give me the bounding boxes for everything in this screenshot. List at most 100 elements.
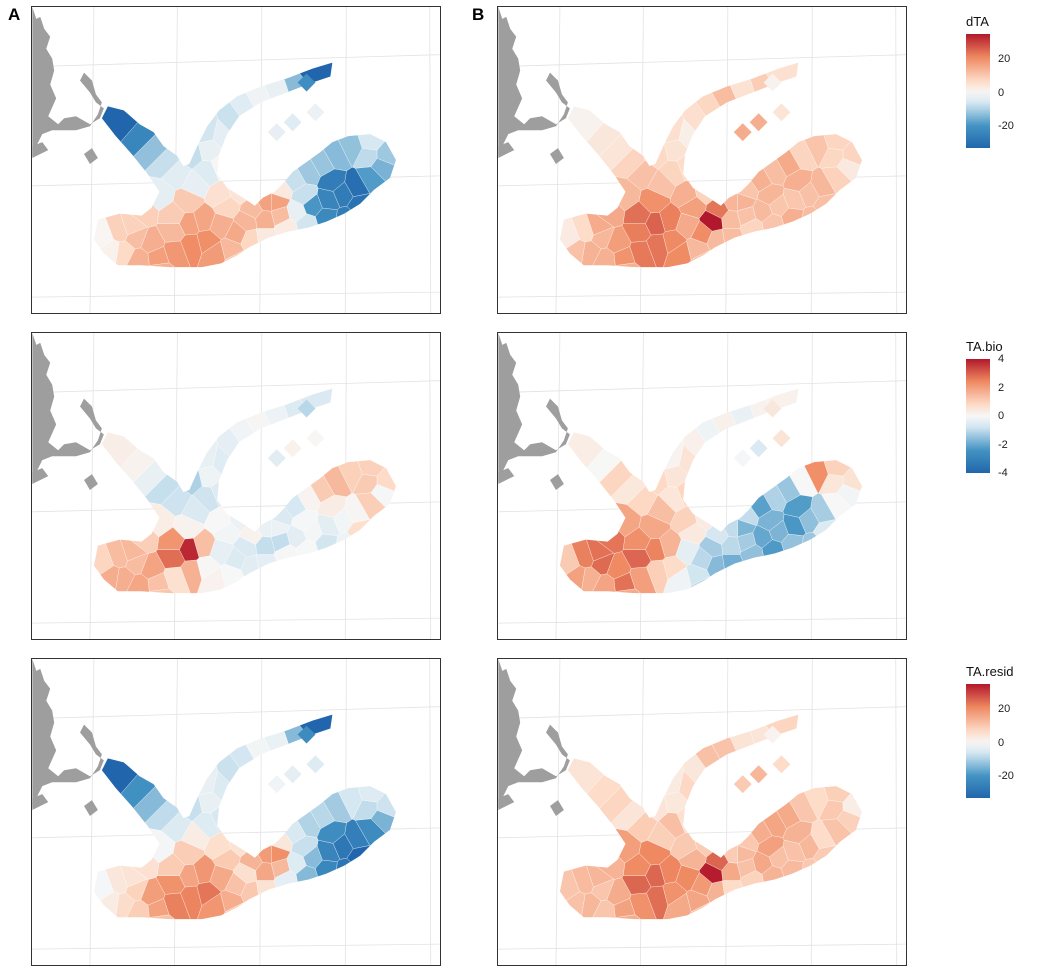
value-cell <box>315 207 338 268</box>
value-cell <box>256 880 313 920</box>
graticule-line <box>895 659 898 965</box>
column-label-b: B <box>472 5 485 24</box>
land-mask <box>32 659 104 816</box>
offshore-cell <box>283 765 302 784</box>
legend-tick <box>990 473 994 474</box>
legend-ta-bio: TA.bio 4 2 0 -2 -4 <box>966 339 1008 479</box>
value-cell <box>559 891 586 920</box>
graticule-line <box>725 333 729 639</box>
value-cell <box>156 526 185 550</box>
land-mask <box>498 659 570 816</box>
graticule <box>32 7 440 313</box>
legend-colorbar-ta-bio <box>966 359 990 473</box>
value-cell <box>724 478 760 526</box>
value-cell <box>370 809 396 876</box>
value-cell <box>559 239 586 268</box>
value-cell <box>842 403 862 510</box>
value-cell <box>722 554 779 594</box>
offshore-cell <box>733 775 752 794</box>
value-cell <box>120 914 204 920</box>
legend-tick <box>990 776 994 778</box>
value-cell <box>93 891 120 920</box>
coastline-land <box>549 474 564 490</box>
coastline-land <box>83 800 98 816</box>
graticule-line <box>725 659 729 965</box>
offshore-cell <box>267 123 286 142</box>
value-cell <box>761 865 802 920</box>
value-cell <box>271 193 291 211</box>
coastline-land <box>498 794 515 811</box>
value-cell <box>737 193 757 211</box>
coastline-land <box>83 474 98 490</box>
value-cell <box>586 588 670 594</box>
value-cell <box>842 729 862 836</box>
value-cell <box>120 588 204 594</box>
value-cell <box>559 565 586 594</box>
value-cell <box>622 200 651 224</box>
map-panel-ta-bio-b <box>497 332 907 640</box>
value-cell <box>156 200 185 224</box>
map-panel-ta-bio-a <box>31 332 441 640</box>
offshore-cell <box>772 103 791 122</box>
value-cell <box>724 804 760 852</box>
value-cell <box>813 714 862 803</box>
value-cell <box>836 157 862 224</box>
value-cell <box>271 845 291 863</box>
value-cell <box>256 554 313 594</box>
coastline-land <box>498 7 570 157</box>
graticule-line <box>498 706 906 720</box>
legend-title-ta-bio: TA.bio <box>966 339 1003 354</box>
offshore-cell <box>749 439 768 458</box>
value-cell <box>376 729 396 836</box>
value-cell <box>295 865 336 920</box>
value-cell <box>836 483 862 550</box>
legend-ta-resid: TA.resid 20 0 -20 <box>966 664 1014 800</box>
graticule-line <box>498 943 906 950</box>
value-cell <box>346 519 396 594</box>
graticule-line <box>498 54 906 68</box>
value-cell <box>347 62 396 151</box>
legend-tick <box>990 742 994 744</box>
land-mask <box>498 333 570 490</box>
column-label-a: A <box>8 5 21 24</box>
graticule-line <box>429 659 432 965</box>
value-cell <box>347 714 396 803</box>
graticule-line <box>259 7 263 313</box>
land-mask <box>32 333 104 490</box>
coastline-land <box>549 148 564 164</box>
coastline-land <box>498 142 515 159</box>
coastline-land <box>32 7 104 157</box>
coastline-land <box>498 333 570 483</box>
coastline-land <box>32 659 104 809</box>
value-cell <box>376 77 396 184</box>
value-cell <box>797 206 862 268</box>
value-cell <box>797 858 862 920</box>
legend-tick-label: 4 <box>998 353 1005 365</box>
value-cell <box>346 193 396 268</box>
legend-tick <box>990 126 994 128</box>
map-panel-dta-a <box>31 6 441 314</box>
offshore-cell <box>283 113 302 132</box>
graticule-line <box>32 943 440 950</box>
value-cell <box>295 213 336 268</box>
value-cell <box>836 809 862 876</box>
value-cell <box>256 228 313 268</box>
legend-tick <box>990 416 994 417</box>
value-cell <box>315 533 338 594</box>
offshore-cell <box>306 429 325 448</box>
value-cell <box>273 870 315 920</box>
value-cell <box>346 845 396 920</box>
value-cell <box>258 152 294 200</box>
offshore-cell <box>749 113 768 132</box>
legend-dta: dTA 20 0 -20 <box>966 14 1014 150</box>
legend-title-dta: dTA <box>966 14 989 29</box>
value-cell <box>739 870 781 920</box>
graticule-line <box>429 7 432 313</box>
value-cell <box>376 403 396 510</box>
value-cell <box>331 858 396 920</box>
legend-tick <box>990 387 994 389</box>
value-cell <box>739 544 781 594</box>
offshore-cell <box>749 765 768 784</box>
graticule-line <box>32 380 440 394</box>
land-mask <box>498 7 570 164</box>
